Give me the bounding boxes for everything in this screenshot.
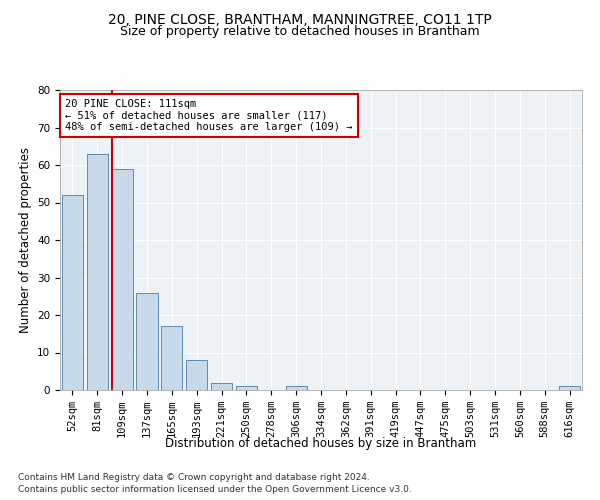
Bar — [211, 382, 232, 390]
Text: Contains HM Land Registry data © Crown copyright and database right 2024.: Contains HM Land Registry data © Crown c… — [18, 472, 370, 482]
Bar — [87, 154, 108, 390]
Bar — [559, 386, 580, 390]
Bar — [236, 386, 257, 390]
Text: 20, PINE CLOSE, BRANTHAM, MANNINGTREE, CO11 1TP: 20, PINE CLOSE, BRANTHAM, MANNINGTREE, C… — [108, 12, 492, 26]
Bar — [286, 386, 307, 390]
Bar — [161, 326, 182, 390]
Text: Contains public sector information licensed under the Open Government Licence v3: Contains public sector information licen… — [18, 485, 412, 494]
Bar — [136, 292, 158, 390]
Y-axis label: Number of detached properties: Number of detached properties — [19, 147, 32, 333]
Bar — [186, 360, 207, 390]
Bar — [62, 195, 83, 390]
Text: 20 PINE CLOSE: 111sqm
← 51% of detached houses are smaller (117)
48% of semi-det: 20 PINE CLOSE: 111sqm ← 51% of detached … — [65, 99, 353, 132]
Bar — [112, 169, 133, 390]
Text: Size of property relative to detached houses in Brantham: Size of property relative to detached ho… — [120, 25, 480, 38]
Text: Distribution of detached houses by size in Brantham: Distribution of detached houses by size … — [166, 438, 476, 450]
